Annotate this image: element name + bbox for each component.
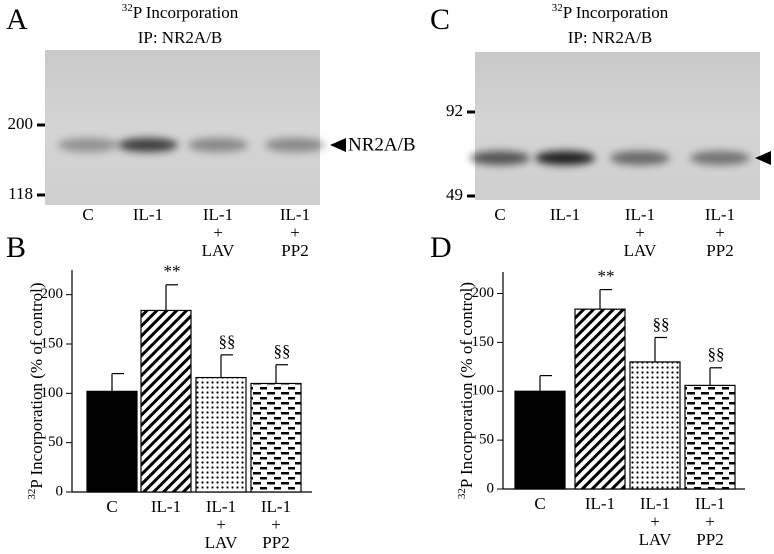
y-tick-label: 150 — [41, 335, 64, 351]
band — [470, 151, 530, 165]
x-tick-label: C — [534, 494, 545, 513]
bar — [140, 309, 192, 493]
band-label: NR2A/B — [348, 134, 416, 155]
bar — [629, 361, 681, 490]
lane-label: PP2 — [281, 241, 308, 260]
lane-label: + — [213, 223, 223, 242]
x-tick-label: IL-1 — [695, 494, 725, 513]
lane-label: IL-1 — [550, 205, 580, 224]
x-tick-label: IL-1 — [640, 494, 670, 513]
x-tick-label: IL-1 — [151, 497, 181, 516]
band — [118, 138, 178, 152]
x-tick-label: PP2 — [262, 533, 289, 552]
superscript: 32 — [552, 2, 563, 14]
y-tick-label: 100 — [472, 383, 495, 399]
bar — [684, 384, 736, 490]
lane-label: IL-1 — [705, 205, 735, 224]
marker-label: 118 — [8, 184, 33, 203]
x-tick-label: C — [106, 497, 117, 516]
y-axis-label-text: P Incorporation (% of control) — [457, 282, 476, 488]
y-tick-label: 0 — [487, 480, 495, 496]
band — [265, 138, 325, 152]
superscript: 32 — [122, 2, 133, 14]
significance-mark: ** — [598, 267, 615, 286]
blot-title-text: P Incorporation — [563, 3, 669, 22]
panel-letter: A — [6, 3, 28, 36]
band — [58, 138, 118, 152]
significance-mark: §§ — [219, 332, 236, 351]
panel-letter: D — [430, 231, 452, 264]
lane-label: IL-1 — [133, 205, 163, 224]
x-tick-label: + — [271, 515, 281, 534]
x-tick-label: + — [705, 512, 715, 531]
x-tick-label: IL-1 — [261, 497, 291, 516]
lane-label: + — [715, 223, 725, 242]
y-tick-label: 200 — [41, 286, 64, 302]
bar — [574, 308, 626, 490]
x-tick-label: LAV — [205, 533, 238, 552]
panel-letter: C — [430, 3, 450, 36]
significance-mark: ** — [164, 262, 181, 281]
significance-mark: §§ — [708, 345, 725, 364]
band-arrow — [755, 151, 771, 165]
bar — [86, 390, 138, 493]
x-tick-label: IL-1 — [585, 494, 615, 513]
gel — [45, 50, 320, 205]
y-axis-label: 32P Incorporation (% of control) — [26, 282, 46, 499]
significance-mark: §§ — [274, 342, 291, 361]
x-tick-label: LAV — [639, 530, 672, 549]
blot-subtitle: IP: NR2A/B — [138, 28, 223, 47]
y-tick-label: 0 — [56, 483, 64, 499]
y-tick-label: 50 — [48, 434, 63, 450]
lane-label: IL-1 — [280, 205, 310, 224]
marker-label: 200 — [8, 114, 34, 133]
x-tick-label: + — [216, 515, 226, 534]
lane-label: C — [82, 205, 93, 224]
lane-label: IL-1 — [203, 205, 233, 224]
band — [690, 151, 750, 165]
bar — [195, 376, 247, 493]
x-tick-label: + — [650, 512, 660, 531]
band-arrow — [330, 138, 346, 152]
bar — [250, 382, 302, 493]
y-tick-label: 200 — [472, 285, 495, 301]
superscript: 32 — [26, 489, 38, 500]
gel — [475, 52, 760, 200]
lane-label: PP2 — [706, 241, 733, 260]
y-tick-label: 150 — [472, 334, 495, 350]
y-tick-label: 50 — [479, 432, 494, 448]
band — [535, 151, 595, 165]
marker-label: 92 — [446, 101, 463, 120]
y-axis-label: 32P Incorporation (% of control) — [456, 282, 476, 499]
panel-letter: B — [6, 231, 26, 264]
blot-title: 32P Incorporation — [122, 2, 239, 22]
lane-label: + — [290, 223, 300, 242]
x-tick-label: PP2 — [696, 530, 723, 549]
y-tick-label: 100 — [41, 385, 64, 401]
significance-mark: §§ — [653, 314, 670, 333]
band — [610, 151, 670, 165]
band — [188, 138, 248, 152]
blot-title-text: P Incorporation — [133, 3, 239, 22]
blot-subtitle: IP: NR2A/B — [568, 28, 653, 47]
marker-label: 49 — [446, 185, 463, 204]
bar — [514, 390, 566, 490]
superscript: 32 — [456, 488, 468, 499]
blot-title: 32P Incorporation — [552, 2, 669, 22]
lane-label: C — [494, 205, 505, 224]
lane-label: IL-1 — [625, 205, 655, 224]
x-tick-label: IL-1 — [206, 497, 236, 516]
lane-label: LAV — [202, 241, 235, 260]
lane-label: LAV — [624, 241, 657, 260]
lane-label: + — [635, 223, 645, 242]
y-axis-label-text: P Incorporation (% of control) — [27, 282, 46, 488]
